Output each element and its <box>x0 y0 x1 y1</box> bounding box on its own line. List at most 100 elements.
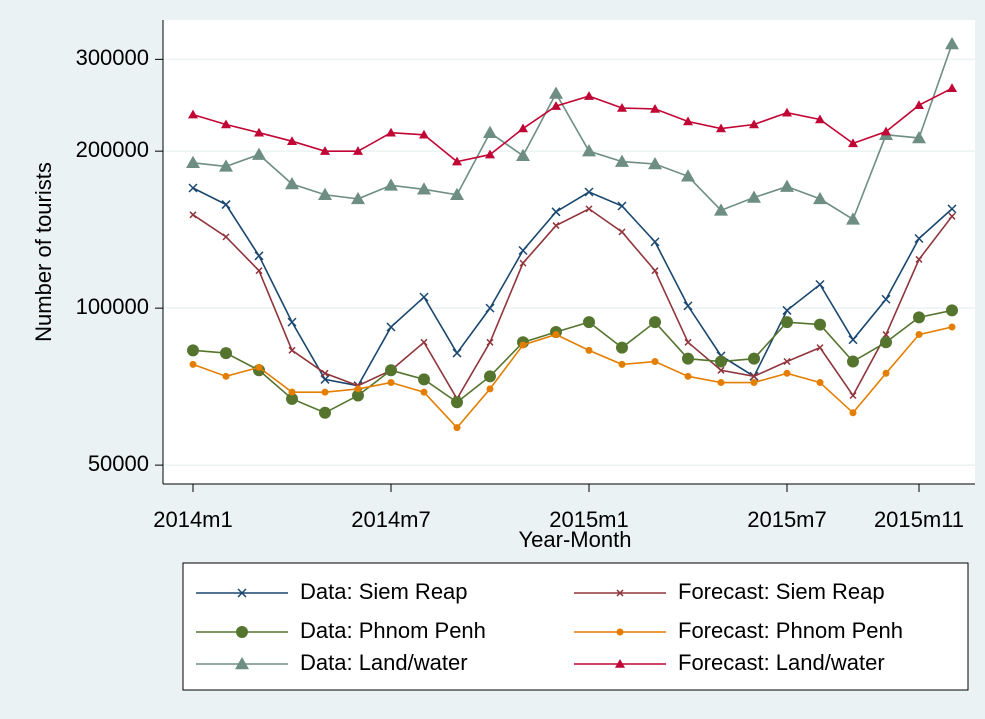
marker <box>616 341 628 354</box>
marker <box>849 409 857 417</box>
marker <box>913 311 925 324</box>
marker <box>618 360 626 368</box>
marker <box>749 119 759 129</box>
marker <box>287 136 297 145</box>
marker <box>649 316 661 329</box>
marker <box>418 373 430 386</box>
marker <box>715 355 727 368</box>
marker <box>188 183 198 193</box>
marker <box>584 91 594 100</box>
marker <box>189 211 197 219</box>
legend <box>182 562 969 691</box>
legend-label: Forecast: Siem Reap <box>678 579 885 604</box>
marker <box>320 374 330 384</box>
marker <box>551 101 561 110</box>
marker <box>286 392 298 405</box>
marker <box>948 323 956 331</box>
marker <box>815 279 825 290</box>
legend-label: Data: Land/water <box>300 650 468 675</box>
marker <box>651 358 659 366</box>
marker <box>420 338 428 346</box>
marker <box>385 364 397 377</box>
marker <box>947 204 957 214</box>
marker <box>221 200 231 210</box>
marker <box>188 109 198 119</box>
marker <box>254 251 264 261</box>
marker <box>582 144 596 157</box>
marker <box>880 336 892 349</box>
marker <box>616 628 624 636</box>
marker <box>813 191 827 205</box>
marker <box>747 190 761 203</box>
marker <box>288 346 296 354</box>
marker <box>189 360 197 368</box>
marker <box>750 379 758 387</box>
marker <box>452 348 462 358</box>
marker <box>882 331 890 339</box>
marker <box>219 159 233 172</box>
series-line <box>192 87 953 163</box>
marker <box>914 100 924 109</box>
marker <box>518 245 528 256</box>
marker <box>386 127 396 137</box>
series-line <box>192 207 953 401</box>
legend-label: Data: Siem Reap <box>300 579 468 604</box>
marker <box>551 207 561 217</box>
marker <box>782 305 792 315</box>
marker <box>320 146 330 155</box>
marker <box>552 331 560 339</box>
marker <box>288 388 296 396</box>
marker <box>583 316 595 329</box>
marker <box>321 369 329 377</box>
x-axis-title: Year-Month <box>519 527 632 552</box>
marker <box>683 301 693 311</box>
x-tick-label: 2015m7 <box>747 507 827 532</box>
marker <box>484 370 496 383</box>
marker <box>318 187 332 200</box>
marker <box>384 178 398 191</box>
legend-label: Forecast: Phnom Penh <box>678 618 903 643</box>
marker <box>849 391 857 400</box>
marker <box>386 322 396 332</box>
marker <box>912 130 926 144</box>
marker <box>783 357 791 366</box>
marker <box>947 83 957 93</box>
marker <box>615 154 629 167</box>
marker <box>681 169 695 182</box>
marker <box>615 659 625 668</box>
legend-label: Forecast: Land/water <box>678 650 885 675</box>
marker <box>387 379 395 387</box>
marker <box>353 146 363 155</box>
marker <box>684 372 692 380</box>
marker <box>882 369 890 377</box>
marker <box>617 103 627 112</box>
marker <box>486 338 494 346</box>
marker <box>648 156 662 170</box>
marker <box>483 125 497 138</box>
marker <box>617 201 627 211</box>
marker <box>585 346 593 354</box>
x-tick-label: 2015m11 <box>874 507 964 532</box>
marker <box>782 107 792 117</box>
marker <box>285 177 299 190</box>
marker <box>783 369 791 377</box>
marker <box>717 379 725 387</box>
marker <box>651 267 659 275</box>
marker <box>354 385 362 393</box>
marker <box>716 123 726 133</box>
marker <box>915 331 923 339</box>
marker <box>453 424 461 432</box>
marker <box>485 303 495 313</box>
marker <box>881 126 891 136</box>
marker <box>319 406 331 419</box>
marker <box>321 388 329 396</box>
marker <box>748 352 760 365</box>
y-tick-label: 100000 <box>76 294 149 319</box>
marker <box>848 138 858 148</box>
marker <box>816 379 824 387</box>
marker <box>816 344 824 352</box>
marker <box>584 187 594 197</box>
marker <box>948 212 956 220</box>
y-tick-label: 200000 <box>76 137 149 162</box>
marker <box>417 182 431 195</box>
